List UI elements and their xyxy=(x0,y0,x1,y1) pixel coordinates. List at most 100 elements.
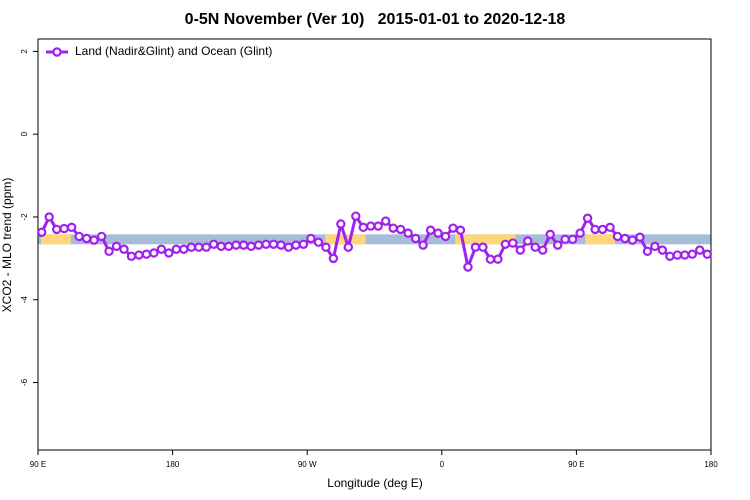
point xyxy=(126,251,137,261)
point xyxy=(388,223,398,233)
point xyxy=(582,213,593,223)
point xyxy=(418,240,428,250)
point xyxy=(448,223,458,233)
point xyxy=(366,221,376,231)
legend-label: Land (Nadir&Glint) and Ocean (Glint) xyxy=(75,44,272,58)
point xyxy=(171,244,182,254)
plot-frame xyxy=(37,38,712,451)
point xyxy=(515,245,526,255)
point xyxy=(89,235,99,245)
point xyxy=(336,219,346,229)
point xyxy=(186,242,196,252)
point xyxy=(635,232,645,242)
point xyxy=(343,242,354,252)
band xyxy=(38,234,711,245)
point xyxy=(530,242,540,252)
point xyxy=(560,234,570,245)
x-tick-label: 90 W xyxy=(298,460,317,469)
point xyxy=(553,240,563,250)
point xyxy=(485,254,496,264)
point xyxy=(657,245,668,255)
point xyxy=(463,262,473,272)
point xyxy=(111,241,122,252)
point xyxy=(216,241,226,252)
point xyxy=(291,240,301,250)
point xyxy=(44,212,54,222)
point xyxy=(134,250,144,260)
point xyxy=(523,236,533,246)
point xyxy=(508,238,518,248)
point xyxy=(470,242,481,252)
point xyxy=(66,222,77,233)
y-tick-label: -2 xyxy=(20,213,29,221)
point xyxy=(313,237,324,247)
point xyxy=(179,244,189,254)
point xyxy=(37,227,47,237)
point xyxy=(59,223,69,234)
point xyxy=(538,245,548,255)
point xyxy=(455,225,466,235)
point xyxy=(440,231,451,242)
point xyxy=(194,242,204,252)
point xyxy=(381,216,391,226)
point xyxy=(695,245,705,255)
point xyxy=(238,240,249,250)
point xyxy=(627,235,638,245)
point xyxy=(395,224,406,235)
point xyxy=(358,222,368,233)
point xyxy=(665,251,675,261)
point xyxy=(298,239,309,249)
point xyxy=(403,228,413,238)
point xyxy=(283,242,294,252)
point xyxy=(545,229,555,240)
point xyxy=(104,246,114,257)
point xyxy=(687,249,698,259)
y-tick-label: 0 xyxy=(20,131,29,136)
point xyxy=(433,228,443,238)
point xyxy=(164,248,174,258)
point xyxy=(201,242,211,252)
point xyxy=(650,241,660,252)
chart-title: 0-5N November (Ver 10) 2015-01-01 to 202… xyxy=(185,11,566,28)
band-highlight xyxy=(585,234,616,245)
point xyxy=(575,228,585,238)
x-tick-label: 90 E xyxy=(30,460,46,469)
point xyxy=(119,244,129,254)
x-tick-label: 0 xyxy=(440,460,445,469)
point xyxy=(209,239,219,249)
point xyxy=(500,239,511,249)
point xyxy=(81,233,92,244)
point xyxy=(246,241,256,252)
point xyxy=(74,231,84,242)
y-tick-label: -4 xyxy=(20,296,29,304)
y-axis-label: XCO2 - MLO trend (ppm) xyxy=(0,178,14,313)
point xyxy=(702,249,712,259)
point xyxy=(567,234,578,245)
legend-marker xyxy=(52,47,62,57)
point xyxy=(261,239,271,249)
point xyxy=(141,249,152,259)
y-tick-label: 2 xyxy=(20,49,29,54)
point xyxy=(642,246,653,257)
point xyxy=(156,244,167,254)
x-tick-label: 90 E xyxy=(568,460,584,469)
point xyxy=(253,240,264,250)
y-tick-label: -6 xyxy=(20,378,29,386)
point xyxy=(373,221,383,231)
point xyxy=(96,231,107,242)
point xyxy=(672,250,683,260)
point xyxy=(597,224,608,235)
point xyxy=(276,240,286,250)
point xyxy=(605,222,615,233)
x-tick-label: 180 xyxy=(166,460,180,469)
point xyxy=(223,241,234,252)
x-axis-label: Longitude (deg E) xyxy=(327,476,422,490)
point xyxy=(620,233,630,244)
point xyxy=(590,224,600,235)
point xyxy=(612,231,623,242)
point xyxy=(425,225,436,235)
point xyxy=(149,248,159,258)
point xyxy=(493,254,503,264)
point xyxy=(680,250,690,260)
point xyxy=(478,242,488,252)
